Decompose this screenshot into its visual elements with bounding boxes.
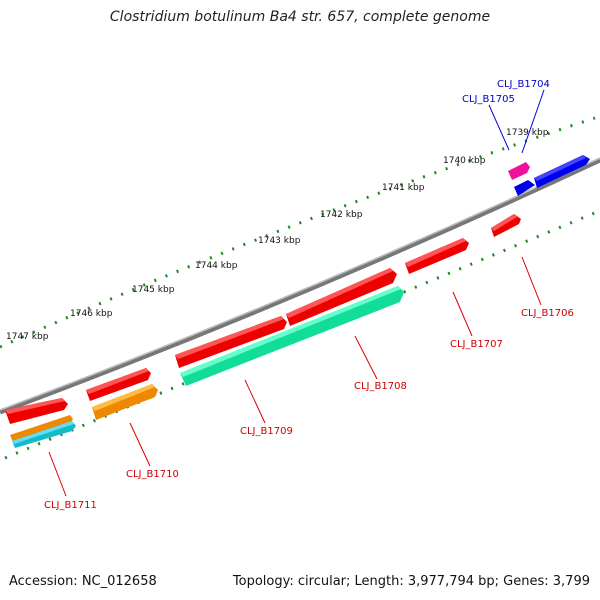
tick-label: 1744 kbp xyxy=(195,261,238,271)
gene-CLJ_B1711-orange[interactable] xyxy=(10,415,73,442)
tick-label: 1740 kbp xyxy=(443,156,486,166)
gene-CLJ_B1710-red[interactable] xyxy=(86,368,151,401)
scale-labels: 1739 kbp 1740 kbp 1741 kbp 1742 kbp 1743… xyxy=(6,128,549,342)
gene-CLJ_B1707[interactable] xyxy=(405,238,469,274)
gene-CLJ_B1706[interactable] xyxy=(491,214,521,237)
genome-backbone xyxy=(0,157,600,415)
gene-labels: CLJ_B1704 CLJ_B1705 CLJ_B1706 CLJ_B1707 … xyxy=(44,79,574,511)
tick-label: 1741 kbp xyxy=(382,183,425,193)
gene-CLJ_B1708[interactable] xyxy=(180,286,404,386)
gene-CLJ_B1709[interactable] xyxy=(175,316,287,368)
tick-label: 1742 kbp xyxy=(320,210,363,220)
gene-CLJ_B1705[interactable] xyxy=(508,162,530,180)
topology-summary: Topology: circular; Length: 3,977,794 bp… xyxy=(232,574,590,589)
gene-CLJ_B1711-red[interactable] xyxy=(5,398,68,424)
gene-label: CLJ_B1708 xyxy=(354,381,407,392)
gene-label: CLJ_B1711 xyxy=(44,500,97,511)
tick-label: 1739 kbp xyxy=(506,128,549,138)
tick-label: 1745 kbp xyxy=(132,285,175,295)
map-title: Clostridium botulinum Ba4 str. 657, comp… xyxy=(109,9,491,25)
gene-label: CLJ_B1704 xyxy=(497,79,550,90)
gene-label: CLJ_B1709 xyxy=(240,426,293,437)
tick-label: 1747 kbp xyxy=(6,332,49,342)
gene-CLJ_B1704-part[interactable] xyxy=(514,180,535,196)
tick-label: 1743 kbp xyxy=(258,236,301,246)
gene-label: CLJ_B1706 xyxy=(521,308,574,319)
label-leaders xyxy=(48,89,545,497)
accession-text: Accession: NC_012658 xyxy=(9,574,157,589)
gene-label: CLJ_B1710 xyxy=(126,469,179,480)
gene-CLJ_B1708-red[interactable] xyxy=(286,268,397,326)
tick-label: 1746 kbp xyxy=(70,309,113,319)
gene-label: CLJ_B1707 xyxy=(450,339,503,350)
gene-CLJ_B1704[interactable] xyxy=(534,155,590,188)
gene-CLJ_B1711[interactable] xyxy=(12,421,76,448)
gene-CLJ_B1710[interactable] xyxy=(92,384,158,420)
gene-label: CLJ_B1705 xyxy=(462,94,515,105)
